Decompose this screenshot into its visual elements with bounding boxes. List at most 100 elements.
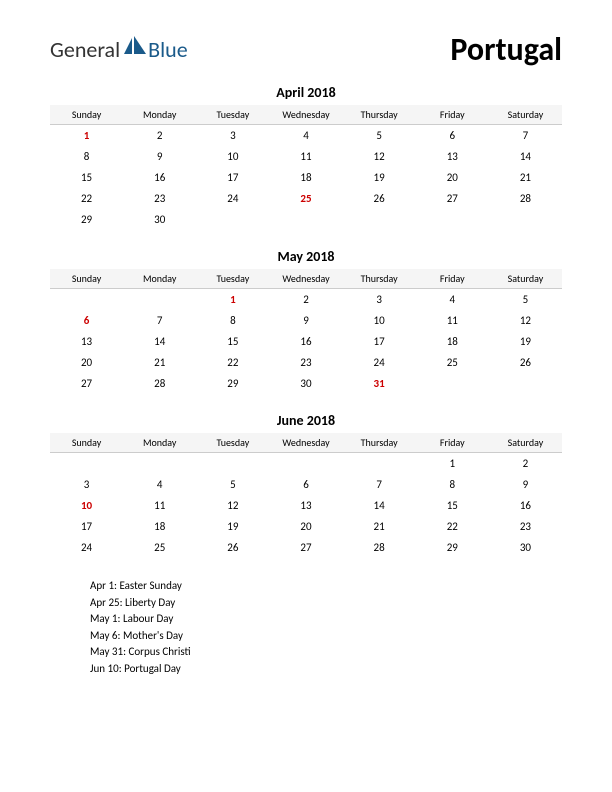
calendar-table: SundayMondayTuesdayWednesdayThursdayFrid… (50, 105, 562, 230)
calendar-cell: 2 (269, 289, 342, 311)
holiday-item: Apr 1: Easter Sunday (90, 578, 562, 595)
calendar-table: SundayMondayTuesdayWednesdayThursdayFrid… (50, 269, 562, 394)
holiday-item: Apr 25: Liberty Day (90, 595, 562, 612)
calendar-cell: 10 (50, 495, 123, 516)
calendar-cell: 31 (343, 373, 416, 394)
calendar-cell: 29 (416, 537, 489, 558)
calendar-cell: 15 (416, 495, 489, 516)
calendar-cell: 11 (269, 146, 342, 167)
calendar-cell: 30 (489, 537, 562, 558)
calendar-cell: 16 (123, 167, 196, 188)
calendar-cell: 14 (123, 331, 196, 352)
calendar-cell: 12 (196, 495, 269, 516)
day-header: Tuesday (196, 433, 269, 453)
calendar-cell (50, 453, 123, 475)
calendar-cell: 3 (50, 474, 123, 495)
calendar-cell (123, 289, 196, 311)
month-block: May 2018 SundayMondayTuesdayWednesdayThur… (50, 248, 562, 394)
calendar-cell: 15 (196, 331, 269, 352)
calendar-cell: 20 (50, 352, 123, 373)
day-header: Wednesday (269, 433, 342, 453)
calendar-cell: 28 (123, 373, 196, 394)
calendar-cell: 12 (343, 146, 416, 167)
calendar-row: 15161718192021 (50, 167, 562, 188)
calendar-cell: 10 (196, 146, 269, 167)
calendar-cell: 1 (196, 289, 269, 311)
calendar-cell: 4 (269, 125, 342, 147)
calendar-cell: 7 (343, 474, 416, 495)
calendar-cell: 5 (489, 289, 562, 311)
calendar-row: 12 (50, 453, 562, 475)
calendar-row: 12345 (50, 289, 562, 311)
day-header: Sunday (50, 269, 123, 289)
calendar-row: 10111213141516 (50, 495, 562, 516)
calendar-cell: 26 (489, 352, 562, 373)
calendar-cell: 7 (123, 310, 196, 331)
months-container: April 2018SundayMondayTuesdayWednesdayTh… (50, 84, 562, 558)
calendar-table: SundayMondayTuesdayWednesdayThursdayFrid… (50, 433, 562, 558)
day-header: Monday (123, 433, 196, 453)
calendar-cell: 14 (489, 146, 562, 167)
calendar-cell: 7 (489, 125, 562, 147)
calendar-row: 3456789 (50, 474, 562, 495)
month-block: April 2018 SundayMondayTuesdayWednesdayTh… (50, 84, 562, 230)
calendar-cell: 22 (196, 352, 269, 373)
holiday-item: May 31: Corpus Christi (90, 644, 562, 661)
calendar-row: 20212223242526 (50, 352, 562, 373)
calendar-cell: 25 (123, 537, 196, 558)
calendar-cell (489, 373, 562, 394)
calendar-cell: 18 (416, 331, 489, 352)
calendar-cell: 19 (489, 331, 562, 352)
calendar-cell: 17 (196, 167, 269, 188)
calendar-cell: 4 (416, 289, 489, 311)
calendar-cell (269, 209, 342, 230)
day-header: Friday (416, 433, 489, 453)
month-block: June 2018SundayMondayTuesdayWednesdayThu… (50, 412, 562, 558)
calendar-cell: 17 (50, 516, 123, 537)
calendar-cell: 23 (123, 188, 196, 209)
calendar-cell: 1 (416, 453, 489, 475)
holiday-item: May 6: Mother's Day (90, 628, 562, 645)
calendar-row: 6789101112 (50, 310, 562, 331)
country-title: Portugal (450, 30, 562, 69)
month-title: May 2018 (50, 248, 562, 265)
calendar-row: 24252627282930 (50, 537, 562, 558)
calendar-cell (196, 209, 269, 230)
calendar-cell: 30 (269, 373, 342, 394)
day-header: Saturday (489, 269, 562, 289)
calendar-cell: 13 (269, 495, 342, 516)
holiday-item: May 1: Labour Day (90, 611, 562, 628)
calendar-cell: 16 (489, 495, 562, 516)
calendar-cell: 9 (489, 474, 562, 495)
calendar-cell: 6 (269, 474, 342, 495)
calendar-cell: 8 (416, 474, 489, 495)
day-header: Thursday (343, 433, 416, 453)
calendar-row: 22232425262728 (50, 188, 562, 209)
calendar-row: 17181920212223 (50, 516, 562, 537)
day-header: Monday (123, 269, 196, 289)
calendar-cell: 4 (123, 474, 196, 495)
month-title: April 2018 (50, 84, 562, 101)
calendar-cell (123, 453, 196, 475)
calendar-row: 2728293031 (50, 373, 562, 394)
calendar-cell: 5 (196, 474, 269, 495)
calendar-cell: 22 (50, 188, 123, 209)
calendar-cell: 29 (196, 373, 269, 394)
calendar-cell (50, 289, 123, 311)
calendar-cell: 25 (269, 188, 342, 209)
calendar-cell: 25 (416, 352, 489, 373)
day-header: Friday (416, 105, 489, 125)
calendar-cell: 20 (269, 516, 342, 537)
calendar-cell: 14 (343, 495, 416, 516)
calendar-cell: 12 (489, 310, 562, 331)
calendar-cell: 13 (50, 331, 123, 352)
calendar-cell: 8 (50, 146, 123, 167)
logo: General Blue (50, 36, 188, 63)
header: General Blue Portugal (50, 30, 562, 69)
calendar-cell: 21 (489, 167, 562, 188)
calendar-cell (196, 453, 269, 475)
calendar-cell: 28 (489, 188, 562, 209)
calendar-cell (343, 209, 416, 230)
calendar-cell: 1 (50, 125, 123, 147)
calendar-cell: 5 (343, 125, 416, 147)
